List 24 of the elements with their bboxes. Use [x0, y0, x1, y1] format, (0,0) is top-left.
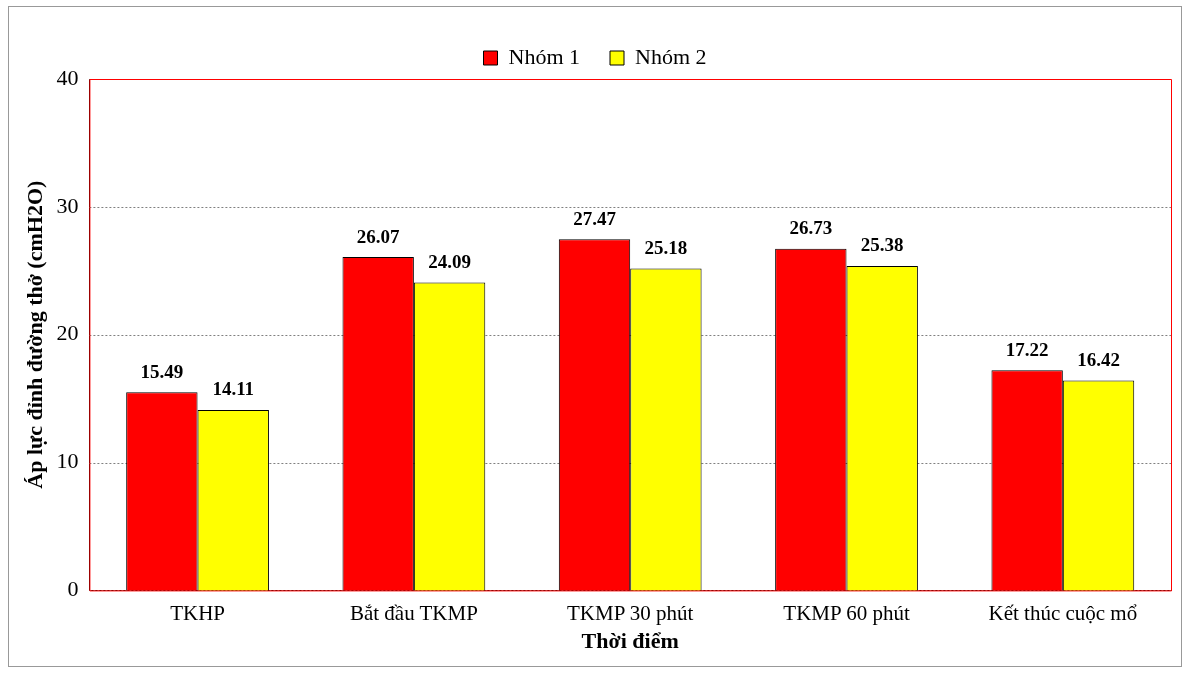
data-label: 25.18: [644, 236, 688, 258]
data-label: 26.73: [789, 217, 833, 239]
y-tick-label: 20: [56, 320, 79, 346]
legend-label: Nhóm 2: [635, 43, 707, 69]
data-label: 15.49: [140, 360, 184, 382]
data-label: 24.09: [428, 250, 471, 272]
x-tick-label: Kết thúc cuộc mổ: [988, 600, 1138, 625]
x-tick-label: TKMP 30 phút: [567, 600, 694, 625]
y-tick-label: 10: [56, 448, 79, 474]
x-tick-label: TKMP 60 phút: [783, 600, 910, 625]
data-label: 26.07: [356, 225, 401, 247]
y-tick-label: 0: [67, 576, 79, 602]
legend-label: Nhóm 1: [508, 43, 580, 69]
data-label: 17.22: [1005, 338, 1049, 360]
y-tick-label: 30: [56, 192, 79, 218]
x-tick-label: Bắt đầu TKMP: [349, 600, 478, 625]
x-axis-title: Thời điểm: [581, 628, 679, 654]
data-label: 16.42: [1077, 348, 1120, 370]
data-label: 27.47: [573, 207, 617, 229]
y-tick-label: 40: [56, 64, 79, 90]
y-axis-title: Áp lực đỉnh đường thở (cmH2O): [21, 180, 47, 489]
data-label: 25.38: [860, 234, 904, 256]
data-label: 14.11: [212, 378, 255, 400]
x-tick-label: TKHP: [170, 600, 225, 625]
